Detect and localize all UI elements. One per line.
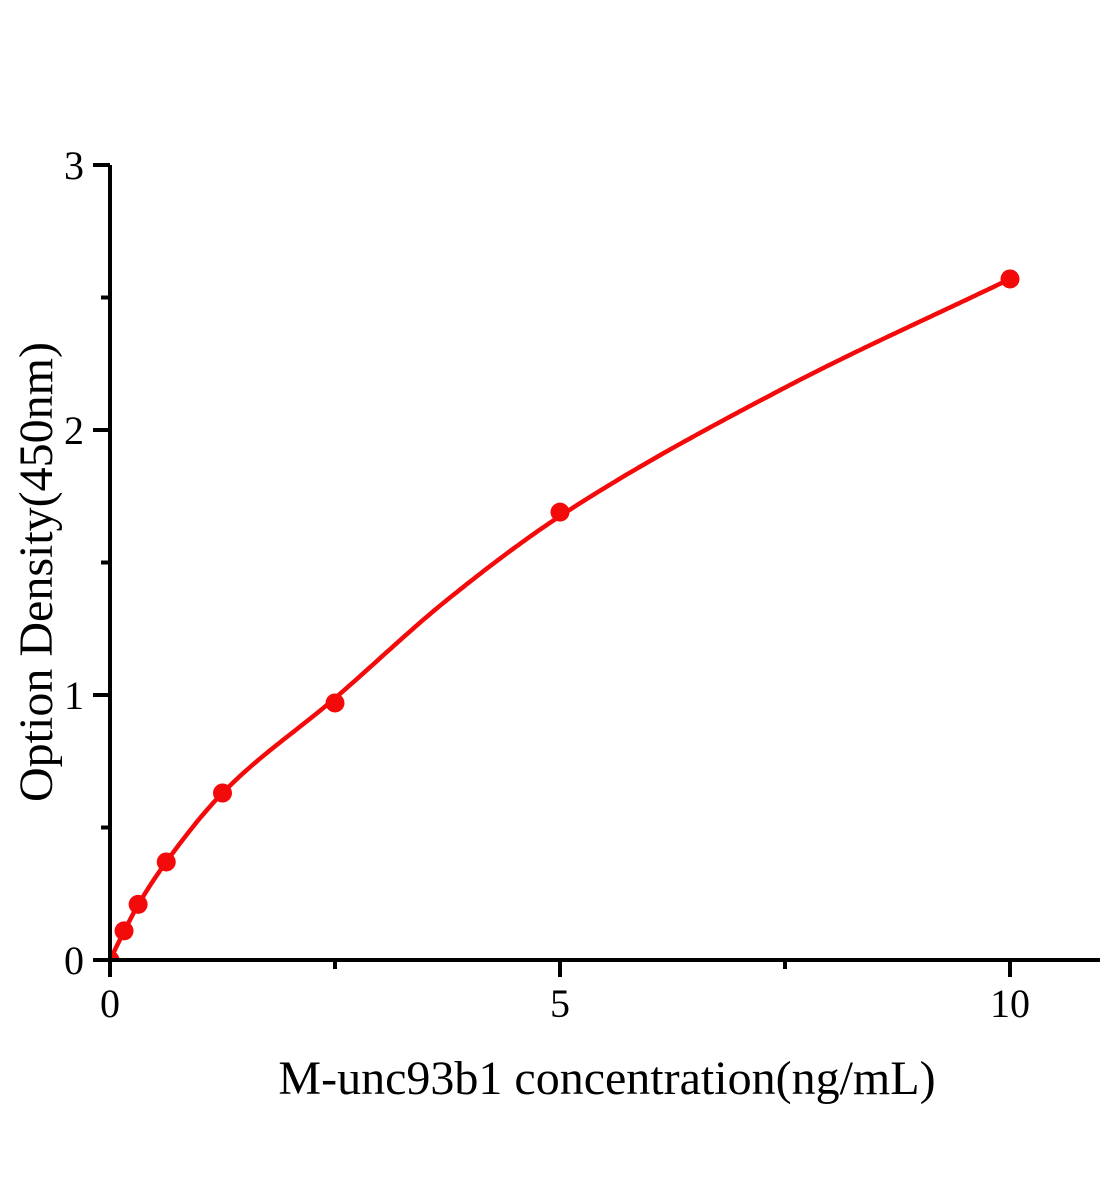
data-point	[325, 693, 345, 713]
fit-curve	[110, 276, 1013, 960]
y-axis-label: Option Density(450nm)	[10, 342, 63, 802]
y-tick-label: 1	[64, 673, 84, 718]
data-point	[213, 783, 232, 803]
x-tick-label: 5	[550, 981, 570, 1026]
data-point	[110, 950, 120, 960]
axes-layer: 0 5 10 0 1 2 3	[64, 143, 1100, 1026]
data-point	[1000, 269, 1020, 289]
data-point	[550, 502, 570, 522]
x-tick-label: 0	[100, 981, 120, 1026]
x-tick-label: 10	[990, 981, 1030, 1026]
data-point	[128, 894, 148, 914]
y-tick-label: 3	[64, 143, 84, 188]
data-point	[156, 852, 176, 872]
y-tick-label: 2	[64, 408, 84, 453]
x-axis-label: M-unc93b1 concentration(ng/mL)	[278, 1052, 935, 1105]
y-tick-label: 0	[64, 938, 84, 983]
series-layer	[110, 269, 1020, 960]
data-point	[114, 921, 134, 941]
